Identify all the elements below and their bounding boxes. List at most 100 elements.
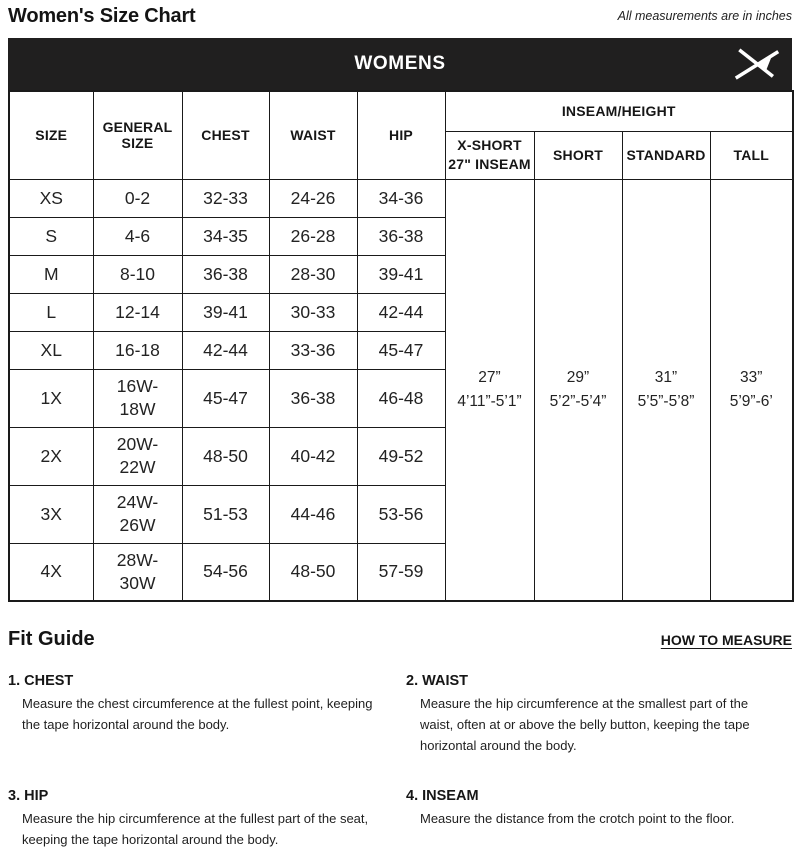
waist-cell: 48-50 xyxy=(268,542,358,602)
size-cell: XS xyxy=(8,178,94,218)
inseam-value: 33” xyxy=(740,368,763,386)
height-range-value: 5’2”-5’4” xyxy=(549,392,607,410)
chest-cell: 32-33 xyxy=(181,178,270,218)
page-header: Women's Size Chart All measurements are … xyxy=(0,0,800,38)
table-row-xl: XL 16-18 42-44 33-36 45-47 xyxy=(8,330,793,370)
item-text: Measure the hip circumference at the sma… xyxy=(420,696,750,753)
fit-guide-title: Fit Guide xyxy=(8,628,95,650)
waist-cell: 30-33 xyxy=(268,292,358,332)
hip-cell: 46-48 xyxy=(356,368,446,428)
banner-title: WOMENS xyxy=(354,53,446,74)
size-cell: 2X xyxy=(8,426,94,486)
hip-cell: 45-47 xyxy=(356,330,446,370)
waist-cell: 36-38 xyxy=(268,368,358,428)
general-size-cell: 12-14 xyxy=(92,292,183,332)
item-text: Measure the chest circumference at the f… xyxy=(22,696,373,732)
sub-header-standard: STANDARD xyxy=(621,130,711,180)
size-chart-table: SIZE GENERAL SIZE CHEST WAIST HIP INSEAM… xyxy=(8,90,795,602)
item-label: WAIST xyxy=(422,673,469,689)
general-size-cell: 16W-18W xyxy=(92,368,183,428)
size-cell: M xyxy=(8,254,94,294)
page-title: Women's Size Chart xyxy=(8,5,196,27)
fit-guide-item-inseam: 4. INSEAM Measure the distance from the … xyxy=(406,788,792,851)
table-row-4x: 4X 28W-30W 54-56 48-50 57-59 xyxy=(8,542,793,602)
fit-guide-item-waist: 2. WAIST Measure the hip circumference a… xyxy=(406,673,792,756)
hip-cell: 39-41 xyxy=(356,254,446,294)
fit-guide-item-chest: 1. CHEST Measure the chest circumference… xyxy=(8,673,400,756)
col-header-waist: WAIST xyxy=(268,90,358,180)
general-size-cell: 24W-26W xyxy=(92,484,183,544)
chest-cell: 39-41 xyxy=(181,292,270,332)
size-cell: 3X xyxy=(8,484,94,544)
fit-guide-item-hip: 3. HIP Measure the hip circumference at … xyxy=(8,788,400,851)
how-to-measure-link[interactable]: HOW TO MEASURE xyxy=(660,632,792,648)
general-size-cell: 20W-22W xyxy=(92,426,183,486)
chest-cell: 45-47 xyxy=(181,368,270,428)
hip-cell: 42-44 xyxy=(356,292,446,332)
inseam-cell-tall: 33” 5’9”-6’ xyxy=(709,178,794,602)
inseam-cell-x-short: 27” 4’11”-5’1” xyxy=(444,178,535,602)
hip-cell: 34-36 xyxy=(356,178,446,218)
waist-cell: 44-46 xyxy=(268,484,358,544)
general-size-value: 16-18 xyxy=(115,339,160,360)
height-range-value: 5’9”-6’ xyxy=(729,392,773,410)
chest-cell: 54-56 xyxy=(181,542,270,602)
col-header-size: SIZE xyxy=(8,90,94,180)
hip-cell: 53-56 xyxy=(356,484,446,544)
waist-cell: 26-28 xyxy=(268,216,358,256)
chest-cell: 42-44 xyxy=(181,330,270,370)
inseam-value: 29” xyxy=(566,368,590,386)
item-number: 1. xyxy=(8,673,21,689)
item-label: CHEST xyxy=(24,673,74,689)
sub-header-x-short: X-SHORT 27" INSEAM xyxy=(444,130,535,180)
general-size-value: 24W-26W xyxy=(116,492,159,535)
table-row-2x: 2X 20W-22W 48-50 40-42 49-52 xyxy=(8,426,793,486)
chest-cell: 51-53 xyxy=(181,484,270,544)
measurements-note: All measurements are in inches xyxy=(617,9,792,23)
chest-cell: 48-50 xyxy=(181,426,270,486)
hip-cell: 57-59 xyxy=(356,542,446,602)
womens-banner: WOMENS xyxy=(8,38,792,90)
size-cell: S xyxy=(8,216,94,256)
sub-header-short: SHORT xyxy=(533,130,623,180)
general-size-cell: 28W-30W xyxy=(92,542,183,602)
waist-cell: 33-36 xyxy=(268,330,358,370)
inseam-cell-short: 29” 5’2”-5’4” xyxy=(533,178,623,602)
hip-cell: 49-52 xyxy=(356,426,446,486)
item-text: Measure the distance from the crotch poi… xyxy=(420,811,735,827)
item-text: Measure the hip circumference at the ful… xyxy=(22,811,369,848)
general-size-cell: 8-10 xyxy=(92,254,183,294)
item-number: 4. xyxy=(406,788,419,805)
waist-cell: 24-26 xyxy=(268,178,358,218)
waist-cell: 40-42 xyxy=(268,426,358,486)
size-cell: 1X xyxy=(8,368,94,428)
table-row-1x: 1X 16W-18W 45-47 36-38 46-48 xyxy=(8,368,793,428)
height-range-value: 4’11”-5’1” xyxy=(457,392,522,410)
table-row-m: M 8-10 36-38 28-30 39-41 xyxy=(8,254,793,294)
fit-guide-grid: 1. CHEST Measure the chest circumference… xyxy=(8,673,792,851)
item-label: INSEAM xyxy=(422,788,479,805)
general-size-value: 28W-30W xyxy=(116,550,159,593)
header-row-group: SIZE GENERAL SIZE CHEST WAIST HIP INSEAM… xyxy=(8,90,794,180)
item-number: 2. xyxy=(406,673,419,689)
chest-cell: 36-38 xyxy=(181,254,270,294)
height-range-value: 5’5”-5’8” xyxy=(637,392,695,410)
inseam-height-group-header: INSEAM/HEIGHT xyxy=(444,90,794,132)
general-size-value: 8-10 xyxy=(119,263,156,284)
table-row-xs: XS 0-2 32-33 24-26 34-36 27” 4’11”-5’1” … xyxy=(8,178,794,602)
general-size-cell: 16-18 xyxy=(92,330,183,370)
size-cell: XL xyxy=(8,330,94,370)
brand-x-logo-icon xyxy=(734,48,780,80)
size-cell: L xyxy=(8,292,94,332)
hip-cell: 36-38 xyxy=(356,216,446,256)
item-number: 3. xyxy=(8,788,21,805)
chest-cell: 34-35 xyxy=(181,216,270,256)
item-label: HIP xyxy=(24,788,49,805)
header-row-sub: X-SHORT 27" INSEAM SHORT STANDARD TALL xyxy=(9,130,794,180)
general-size-value: 4-6 xyxy=(124,225,151,246)
sub-header-tall: TALL xyxy=(709,130,794,180)
inseam-value: 31” xyxy=(654,368,678,386)
waist-cell: 28-30 xyxy=(268,254,358,294)
general-size-value: 16W-18W xyxy=(116,376,159,419)
general-size-value: 0-2 xyxy=(124,187,151,208)
